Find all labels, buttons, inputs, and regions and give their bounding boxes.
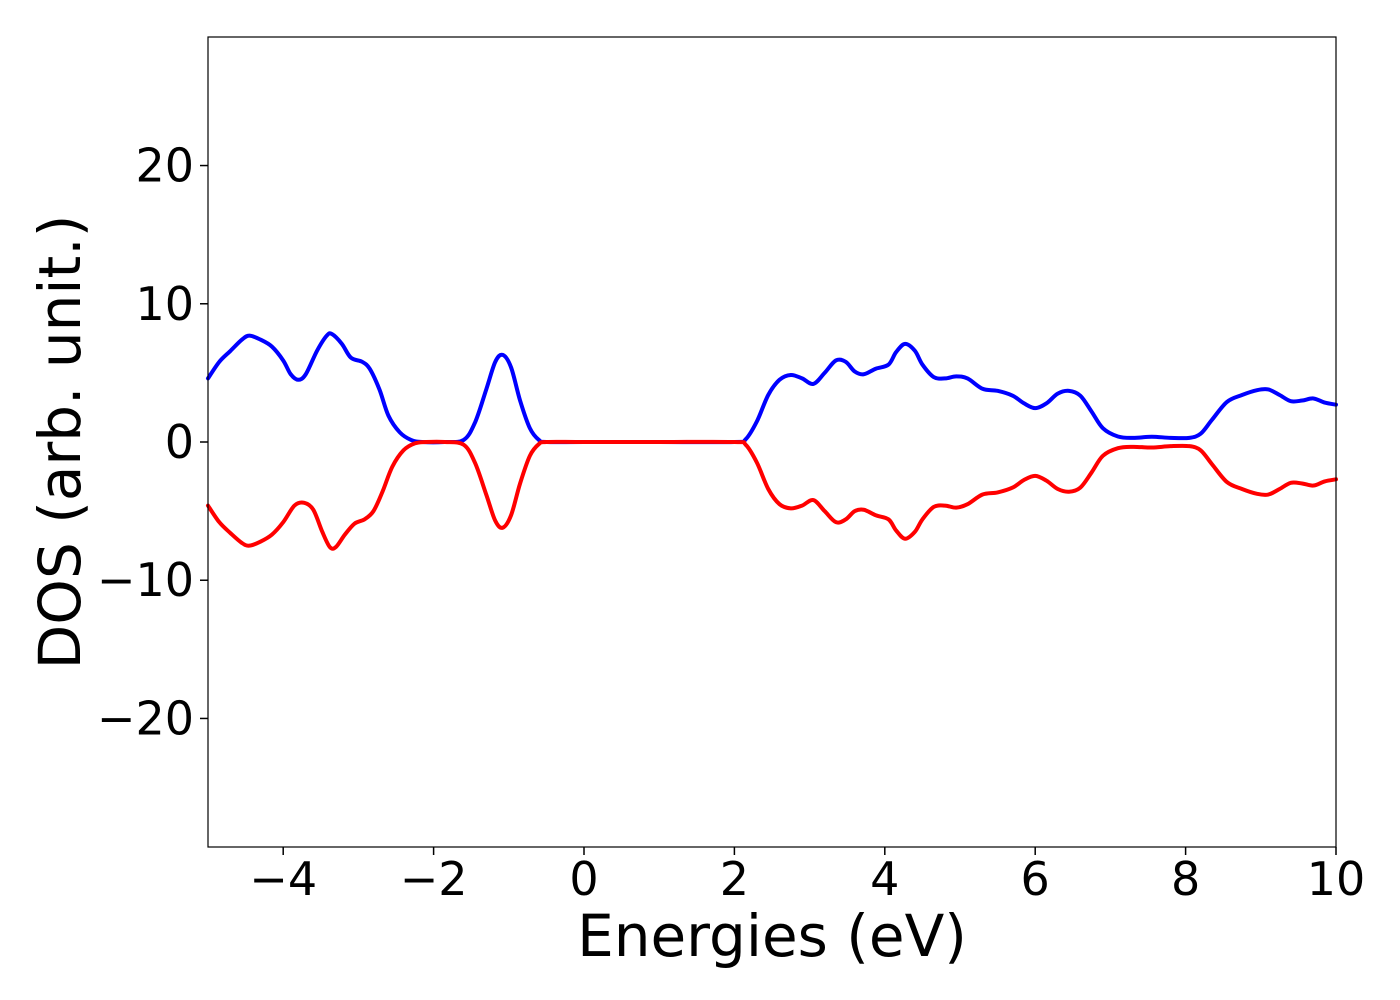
x-tick-label: −4 [249, 852, 317, 906]
y-axis-label: DOS (arb. unit.) [26, 215, 94, 670]
series-line-2 [206, 439, 1338, 551]
x-tick-label: 8 [1171, 852, 1200, 906]
x-axis-label: Energies (eV) [577, 902, 967, 970]
y-tick-label: 10 [135, 277, 194, 331]
x-tick-label: 10 [1307, 852, 1366, 906]
x-tick-label: 0 [569, 852, 598, 906]
y-tick-label: 0 [165, 415, 194, 469]
series-layer [206, 331, 1338, 551]
x-axis-ticks: −4 −2 0 2 4 6 8 10 [249, 847, 1365, 906]
x-tick-label: 4 [870, 852, 899, 906]
plot-background [208, 37, 1336, 847]
x-tick-label: 6 [1021, 852, 1050, 906]
y-tick-label: 20 [135, 139, 194, 193]
x-tick-label: −2 [400, 852, 468, 906]
y-tick-label: −10 [97, 553, 194, 607]
series-line-1 [206, 331, 1338, 445]
x-tick-label: 2 [720, 852, 749, 906]
y-axis-ticks: −20 −10 0 10 20 [97, 139, 208, 745]
y-tick-label: −20 [97, 691, 194, 745]
